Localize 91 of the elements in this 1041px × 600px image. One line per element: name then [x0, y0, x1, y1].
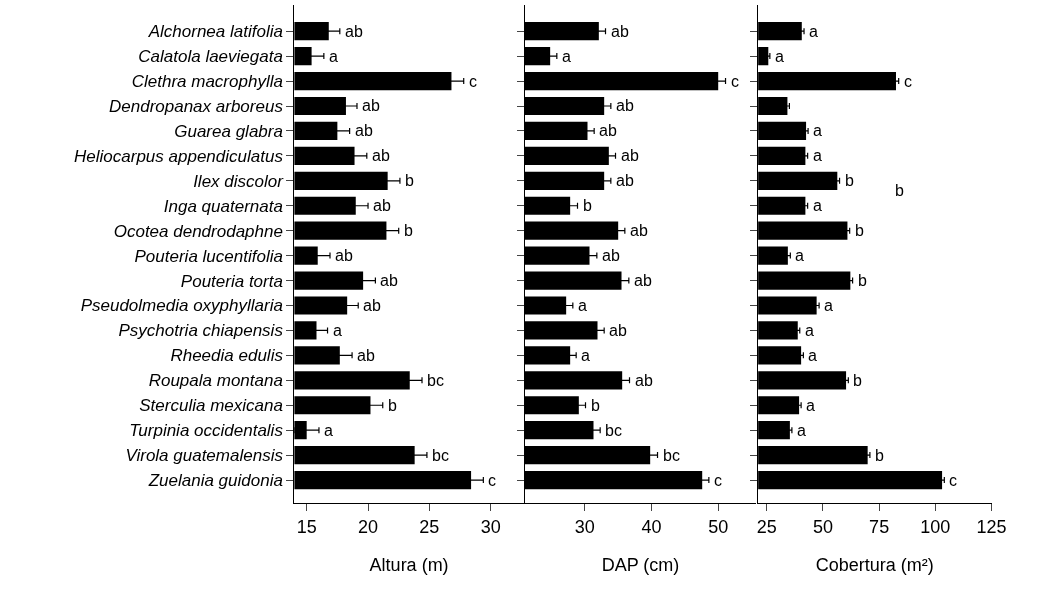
data-label: a — [795, 247, 804, 264]
data-label: bc — [427, 372, 444, 389]
y-tick-label: Virola guatemalensis — [125, 446, 284, 466]
data-label: c — [714, 472, 722, 489]
data-label: ab — [380, 272, 398, 289]
y-tick-label: Alchornea latifolia — [147, 22, 283, 42]
y-tick-label: Ocotea dendrodaphne — [113, 221, 283, 241]
x-tick-label: 40 — [641, 516, 662, 537]
x-tick-label: 25 — [756, 516, 777, 537]
x-tick-label: 20 — [358, 516, 379, 537]
data-label: c — [904, 73, 912, 90]
y-tick-label: Clethra macrophylla — [131, 72, 283, 92]
data-label: b — [583, 197, 592, 214]
data-label: ab — [616, 172, 634, 189]
data-label: ab — [345, 23, 363, 40]
data-label: bc — [605, 422, 622, 439]
data-label: ab — [355, 122, 373, 139]
data-label: ab — [609, 322, 627, 339]
data-label: bc — [432, 447, 449, 464]
x-tick-label: 100 — [920, 516, 951, 537]
y-tick-label: Rheedia edulis — [170, 346, 284, 366]
data-label: b — [855, 222, 864, 239]
y-tick-label: Sterculia mexicana — [139, 396, 283, 416]
data-label: ab — [635, 372, 653, 389]
x-tick-label: 75 — [869, 516, 890, 537]
y-tick-label: Pouteria lucentifolia — [134, 246, 283, 266]
data-label: b — [845, 172, 854, 189]
data-label: a — [805, 322, 814, 339]
data-label: c — [469, 73, 477, 90]
x-tick-label: 30 — [574, 516, 595, 537]
data-label: ab — [363, 297, 381, 314]
y-tick-label: Ilex discolor — [193, 171, 285, 191]
data-label: ab — [616, 97, 634, 114]
data-label: a — [333, 322, 342, 339]
data-label: ab — [611, 23, 629, 40]
data-label: a — [813, 147, 822, 164]
data-label: ab — [630, 222, 648, 239]
x-tick-label: 50 — [708, 516, 729, 537]
y-tick-label: Pouteria torta — [180, 271, 283, 291]
y-tick-label: Inga quaternata — [163, 196, 283, 216]
data-label: a — [581, 347, 590, 364]
data-label: a — [809, 23, 818, 40]
y-tick-label: Zuelania guidonia — [147, 471, 283, 491]
data-label: b — [405, 172, 414, 189]
data-label: a — [806, 397, 815, 414]
data-label: b — [404, 222, 413, 239]
x-tick-label: 50 — [812, 516, 833, 537]
data-label: a — [813, 197, 822, 214]
data-label: ab — [372, 147, 390, 164]
x-axis-title: DAP (cm) — [601, 554, 680, 575]
x-tick-label: 30 — [480, 516, 501, 537]
x-tick-label: 125 — [976, 516, 1007, 537]
data-label: a — [329, 48, 338, 65]
data-label: b — [591, 397, 600, 414]
data-label: ab — [602, 247, 620, 264]
data-label: b — [875, 447, 884, 464]
data-label: ab — [634, 272, 652, 289]
data-label: bc — [663, 447, 680, 464]
data-label: ab — [335, 247, 353, 264]
annotation: b — [895, 182, 904, 199]
x-tick-label: 25 — [419, 516, 440, 537]
y-tick-label: Calatola laeviegata — [138, 47, 283, 67]
data-label: a — [775, 48, 784, 65]
x-axis-title: Altura (m) — [369, 554, 449, 575]
data-label: a — [324, 422, 333, 439]
data-label: b — [858, 272, 867, 289]
y-tick-label: Pseudolmedia oxyphyllaria — [80, 296, 283, 316]
data-label: a — [813, 122, 822, 139]
data-label: a — [808, 347, 817, 364]
data-label: ab — [362, 97, 380, 114]
y-tick-label: Heliocarpus appendiculatus — [74, 146, 284, 166]
y-tick-label: Roupala montana — [148, 371, 283, 391]
data-label: ab — [599, 122, 617, 139]
data-label: a — [578, 297, 587, 314]
y-tick-label: Guarea glabra — [174, 121, 283, 141]
y-tick-label: Psychotria chiapensis — [118, 321, 284, 341]
data-label: a — [562, 48, 571, 65]
data-label: b — [853, 372, 862, 389]
data-label: b — [388, 397, 397, 414]
y-tick-label: Turpinia occidentalis — [129, 421, 284, 441]
data-label: c — [731, 73, 739, 90]
data-label: ab — [373, 197, 391, 214]
data-label: ab — [621, 147, 639, 164]
data-label: ab — [357, 347, 375, 364]
y-tick-label: Dendropanax arboreus — [109, 96, 284, 116]
data-label: c — [488, 472, 496, 489]
data-label: a — [797, 422, 806, 439]
data-label: c — [949, 472, 957, 489]
x-axis-title: Cobertura (m²) — [815, 554, 934, 575]
data-label: a — [824, 297, 833, 314]
x-tick-label: 15 — [296, 516, 317, 537]
